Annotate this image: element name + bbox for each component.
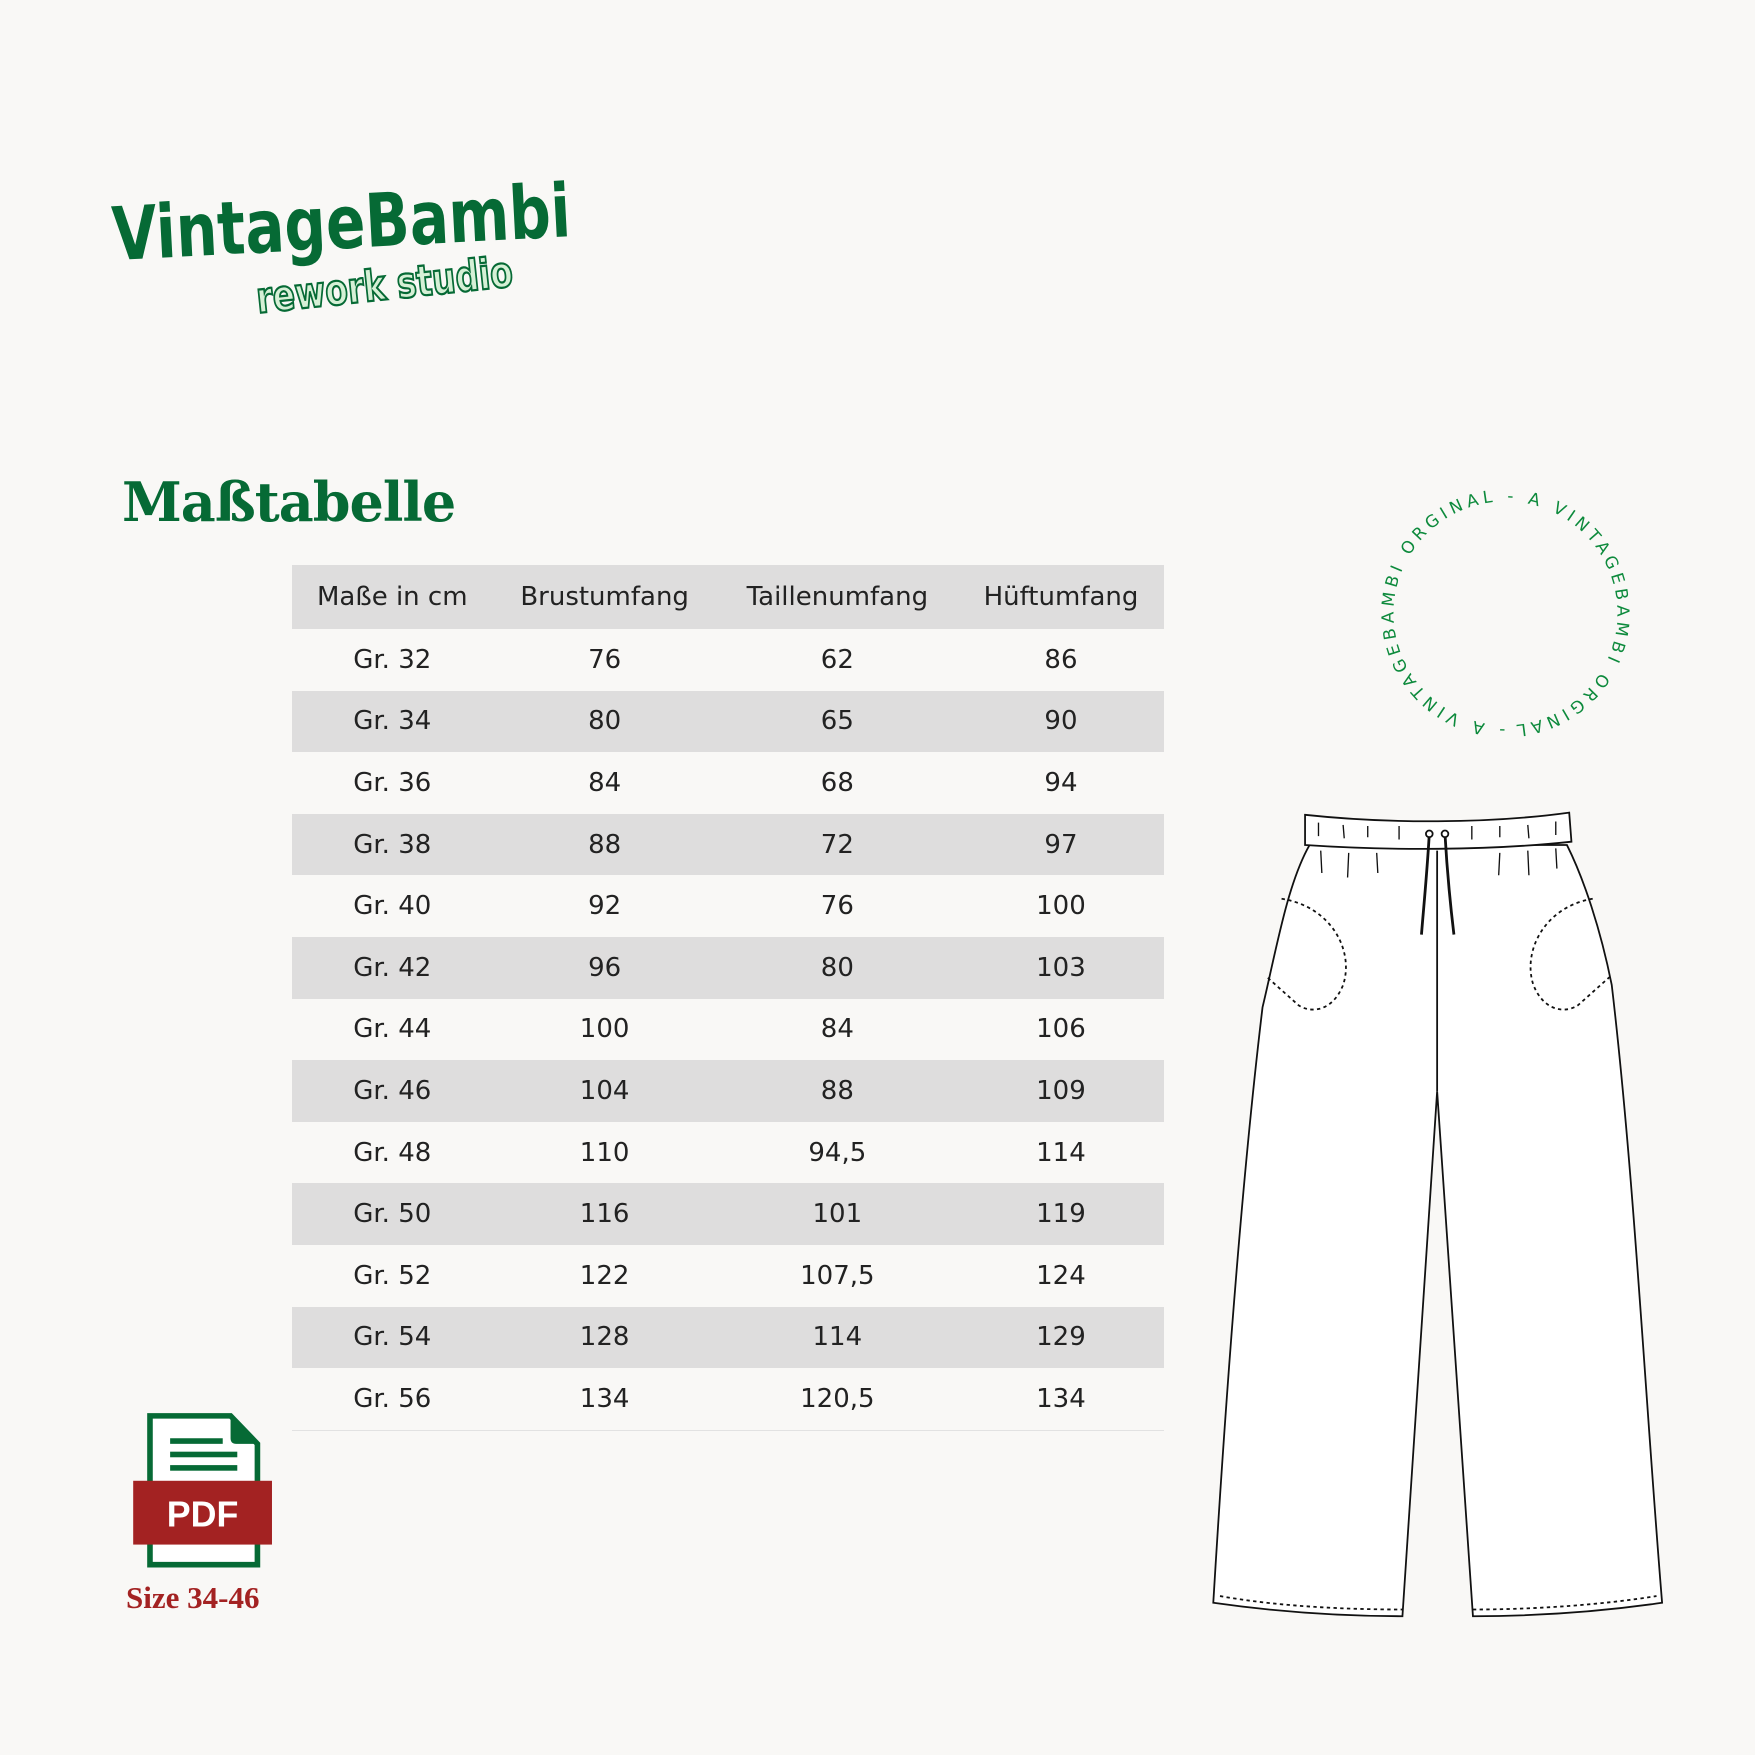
table-cell: 80 (492, 690, 717, 753)
header-hip: Hüftumfang (957, 565, 1164, 629)
table-row: Gr. 44 100 84 106 (292, 999, 1164, 1061)
table-row: Gr. 36 84 68 94 (292, 752, 1164, 814)
table-row: Gr. 34 80 65 90 (292, 690, 1164, 753)
table-row: Gr. 46 104 88 109 (292, 1060, 1164, 1122)
table-cell: Gr. 36 (353, 767, 432, 798)
table-cell: Gr. 50 (292, 1183, 493, 1245)
table-cell: 88 (716, 1060, 958, 1122)
table-cell: 97 (957, 813, 1164, 876)
table-cell: 62 (820, 644, 854, 675)
table-row: Gr. 54 128 114 129 (292, 1306, 1164, 1369)
header-waist: Taillenumfang (716, 565, 958, 629)
table-header-row: Maße in cm Brustumfang Taillenumfang Hüf… (292, 565, 1164, 629)
table-row: Gr. 50 116 101 119 (292, 1183, 1164, 1245)
table-row: Gr. 52 122 107,5 124 (292, 1245, 1164, 1307)
table-cell: 110 (579, 1137, 630, 1168)
table-cell: 124 (1036, 1260, 1086, 1291)
table-cell: 94,5 (808, 1137, 867, 1168)
size-table: Maße in cm Brustumfang Taillenumfang Hüf… (292, 565, 1164, 1431)
table-cell: Gr. 46 (292, 1060, 493, 1122)
table-cell: 101 (716, 1183, 958, 1245)
table-cell: 94 (1044, 767, 1078, 798)
table-cell: 80 (716, 936, 958, 999)
page-title: Maßtabelle (122, 470, 456, 534)
table-cell: Gr. 40 (353, 891, 432, 922)
table-cell: Gr. 52 (353, 1260, 432, 1291)
table-cell: 120,5 (716, 1368, 958, 1431)
table-cell: 92 (588, 891, 622, 922)
pdf-label: PDF (167, 1495, 239, 1535)
table-cell: Gr. 48 (353, 1137, 432, 1168)
table-row: Gr. 38 88 72 97 (292, 813, 1164, 876)
table-cell: Gr. 42 (292, 936, 493, 999)
table-cell: Gr. 54 (292, 1306, 493, 1369)
table-cell: 116 (492, 1183, 717, 1245)
table-cell: 129 (957, 1306, 1164, 1369)
table-cell: 90 (957, 690, 1164, 753)
table-cell: 114 (716, 1306, 958, 1369)
table-cell: 96 (492, 936, 717, 999)
table-cell: 100 (1036, 891, 1086, 922)
table-cell: 103 (957, 936, 1164, 999)
table-cell: 114 (1036, 1137, 1086, 1168)
table-cell: 84 (820, 1014, 854, 1045)
table-cell: 106 (1036, 1014, 1086, 1045)
table-cell: 68 (820, 767, 854, 798)
table-cell: 76 (588, 644, 622, 675)
table-cell: Gr. 32 (353, 644, 432, 675)
table-row: Gr. 32 76 62 86 (292, 629, 1164, 691)
table-row: Gr. 48 110 94,5 114 (292, 1122, 1164, 1184)
table-cell: Gr. 38 (292, 813, 493, 876)
table-cell: 88 (492, 813, 717, 876)
table-cell: 72 (716, 813, 958, 876)
stamp-textpath: - A VINTAGEBAMBI ORGINAL - A VINTAGEBAMB… (1377, 485, 1631, 741)
table-cell: 134 (492, 1368, 717, 1431)
table-row: Gr. 42 96 80 103 (292, 936, 1164, 999)
pdf-file-icon: PDF (133, 1413, 272, 1568)
table-cell: 134 (957, 1368, 1164, 1431)
table-cell: 107,5 (800, 1260, 875, 1291)
table-cell: 119 (957, 1183, 1164, 1245)
header-size: Maße in cm (292, 565, 493, 629)
table-cell: Gr. 44 (353, 1014, 432, 1045)
table-cell: 122 (579, 1260, 630, 1291)
table-cell: Gr. 34 (292, 690, 493, 753)
table-cell: Gr. 56 (292, 1368, 493, 1431)
table-cell: 65 (716, 690, 958, 753)
table-cell: 76 (820, 891, 854, 922)
table-cell: 128 (492, 1306, 717, 1369)
size-range-label: Size 34-46 (126, 1580, 260, 1615)
table-row: Gr. 56 134 120,5 134 (292, 1368, 1164, 1431)
header-chest: Brustumfang (492, 565, 717, 629)
table-cell: 109 (957, 1060, 1164, 1122)
table-cell: 100 (579, 1014, 630, 1045)
stamp-text: - A VINTAGEBAMBI ORGINAL - A VINTAGEBAMB… (1377, 485, 1633, 741)
table-cell: 86 (1044, 644, 1078, 675)
table-row: Gr. 40 92 76 100 (292, 875, 1164, 937)
table-cell: 104 (492, 1060, 717, 1122)
table-cell: 84 (588, 767, 622, 798)
pants-illustration (1212, 811, 1664, 1618)
logo: VintageBambi rework studio (110, 168, 573, 325)
